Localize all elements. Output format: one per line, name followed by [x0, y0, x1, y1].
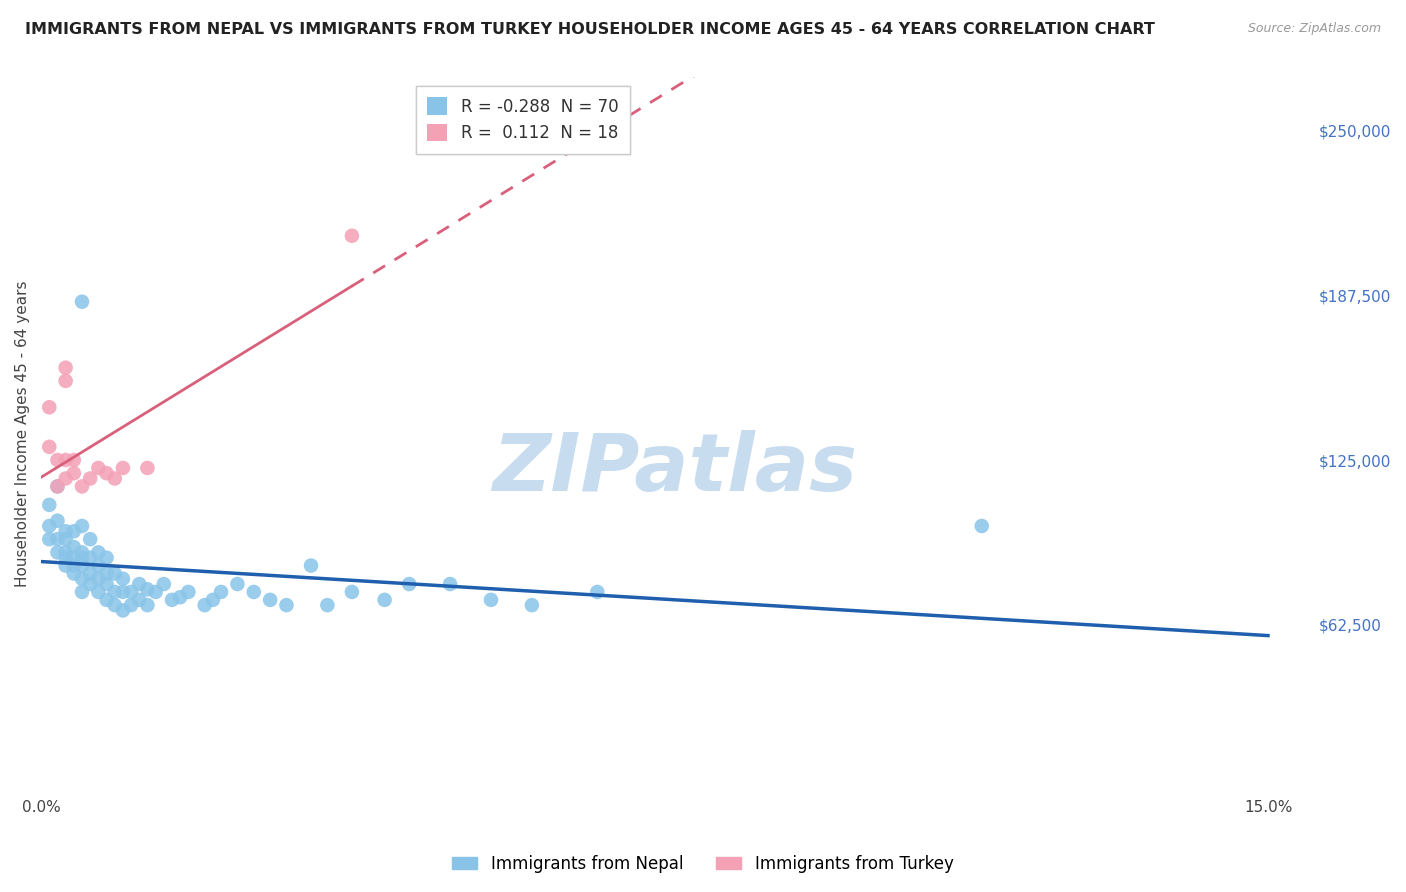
- Point: [128, 592, 150, 607]
- Point: [259, 592, 281, 607]
- Point: [201, 592, 224, 607]
- Point: [96, 566, 118, 581]
- Point: [46, 479, 69, 493]
- Point: [128, 577, 150, 591]
- Point: [104, 566, 127, 581]
- Point: [63, 566, 86, 581]
- Point: [79, 471, 101, 485]
- Text: Source: ZipAtlas.com: Source: ZipAtlas.com: [1247, 22, 1381, 36]
- Point: [136, 582, 159, 597]
- Point: [38, 532, 60, 546]
- Point: [46, 532, 69, 546]
- Point: [63, 558, 86, 573]
- Point: [104, 585, 127, 599]
- Point: [46, 545, 69, 559]
- Legend: Immigrants from Nepal, Immigrants from Turkey: Immigrants from Nepal, Immigrants from T…: [446, 848, 960, 880]
- Point: [63, 540, 86, 554]
- Point: [520, 598, 543, 612]
- Point: [169, 591, 191, 605]
- Text: IMMIGRANTS FROM NEPAL VS IMMIGRANTS FROM TURKEY HOUSEHOLDER INCOME AGES 45 - 64 : IMMIGRANTS FROM NEPAL VS IMMIGRANTS FROM…: [25, 22, 1156, 37]
- Point: [111, 572, 134, 586]
- Point: [87, 585, 110, 599]
- Text: ZIPatlas: ZIPatlas: [492, 430, 858, 508]
- Point: [55, 545, 77, 559]
- Point: [87, 461, 110, 475]
- Point: [226, 577, 249, 591]
- Point: [111, 461, 134, 475]
- Y-axis label: Householder Income Ages 45 - 64 years: Householder Income Ages 45 - 64 years: [15, 280, 30, 587]
- Point: [242, 585, 264, 599]
- Point: [96, 577, 118, 591]
- Point: [111, 585, 134, 599]
- Point: [70, 545, 93, 559]
- Point: [586, 585, 609, 599]
- Point: [70, 294, 93, 309]
- Legend: R = -0.288  N = 70, R =  0.112  N = 18: R = -0.288 N = 70, R = 0.112 N = 18: [416, 86, 630, 153]
- Point: [87, 572, 110, 586]
- Point: [79, 532, 101, 546]
- Point: [55, 453, 77, 467]
- Point: [79, 566, 101, 581]
- Point: [55, 360, 77, 375]
- Point: [55, 558, 77, 573]
- Point: [276, 598, 298, 612]
- Point: [136, 598, 159, 612]
- Point: [55, 532, 77, 546]
- Point: [120, 598, 142, 612]
- Point: [96, 467, 118, 481]
- Point: [46, 479, 69, 493]
- Point: [479, 592, 502, 607]
- Point: [136, 461, 159, 475]
- Point: [120, 585, 142, 599]
- Point: [63, 467, 86, 481]
- Point: [70, 550, 93, 565]
- Point: [79, 577, 101, 591]
- Point: [145, 585, 167, 599]
- Point: [340, 228, 363, 243]
- Point: [374, 592, 396, 607]
- Point: [340, 585, 363, 599]
- Point: [160, 592, 183, 607]
- Point: [70, 572, 93, 586]
- Point: [38, 519, 60, 533]
- Point: [55, 524, 77, 539]
- Point: [79, 550, 101, 565]
- Point: [46, 514, 69, 528]
- Point: [177, 585, 200, 599]
- Point: [55, 550, 77, 565]
- Point: [439, 577, 461, 591]
- Point: [63, 524, 86, 539]
- Point: [70, 558, 93, 573]
- Point: [55, 471, 77, 485]
- Point: [87, 545, 110, 559]
- Point: [70, 479, 93, 493]
- Point: [96, 550, 118, 565]
- Point: [70, 585, 93, 599]
- Point: [38, 498, 60, 512]
- Point: [38, 440, 60, 454]
- Point: [299, 558, 322, 573]
- Point: [96, 592, 118, 607]
- Point: [209, 585, 232, 599]
- Point: [55, 374, 77, 388]
- Point: [87, 558, 110, 573]
- Point: [104, 598, 127, 612]
- Point: [46, 453, 69, 467]
- Point: [398, 577, 420, 591]
- Point: [63, 453, 86, 467]
- Point: [63, 550, 86, 565]
- Point: [153, 577, 176, 591]
- Point: [104, 471, 127, 485]
- Point: [970, 519, 993, 533]
- Point: [111, 603, 134, 617]
- Point: [70, 519, 93, 533]
- Point: [38, 401, 60, 415]
- Point: [194, 598, 217, 612]
- Point: [316, 598, 339, 612]
